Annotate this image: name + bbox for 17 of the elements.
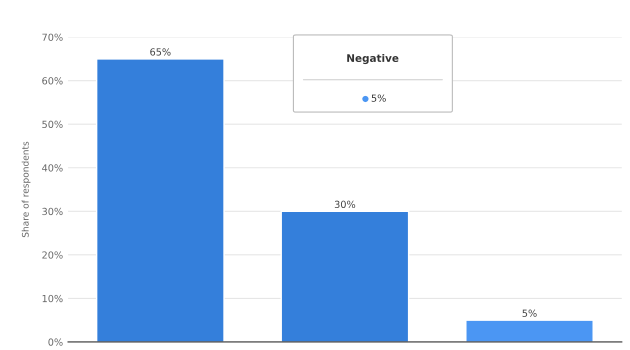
annotation: Negative — [347, 54, 398, 64]
data-label: 30% — [334, 200, 356, 208]
data-label: 65% — [150, 48, 171, 56]
data-label: 5% — [522, 310, 537, 317]
y-tick-label: 0% — [48, 338, 63, 346]
annotation: 5% — [372, 94, 386, 102]
bar — [465, 319, 594, 342]
bar — [280, 210, 410, 342]
y-tick-label: 30% — [42, 208, 63, 216]
y-axis-title: Share of respondents — [22, 142, 30, 238]
y-tick-label: 70% — [42, 34, 63, 41]
y-tick-label: 10% — [42, 294, 63, 302]
y-tick-label: 60% — [42, 77, 63, 84]
y-tick-label: 40% — [42, 164, 63, 172]
bar — [96, 58, 225, 342]
y-tick-label: 50% — [42, 120, 63, 128]
y-tick-label: 20% — [42, 251, 63, 259]
